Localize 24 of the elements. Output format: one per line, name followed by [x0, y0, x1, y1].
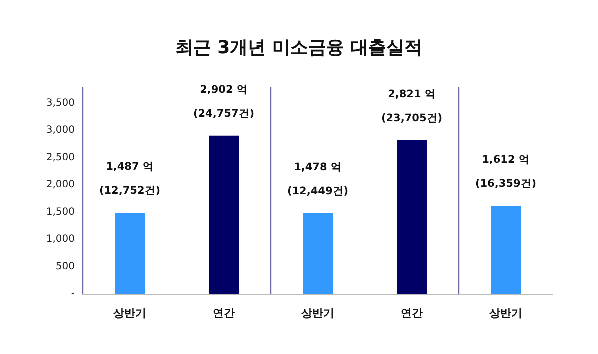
bar — [303, 213, 333, 294]
y-tick-label: - — [71, 288, 76, 300]
bar — [491, 206, 521, 294]
y-tick-label: 500 — [56, 261, 75, 272]
bar — [209, 136, 239, 294]
data-label: 2,902 억 (24,757건) — [193, 84, 255, 120]
y-tick-label: 3,500 — [46, 98, 75, 109]
x-tick-label: 상반기 — [490, 307, 522, 320]
x-tick-label: 상반기 — [114, 307, 146, 320]
y-tick-label: 2,500 — [46, 152, 75, 164]
bar — [397, 140, 427, 294]
bar — [115, 213, 145, 294]
data-label: 1,487 억 (12,752건) — [99, 161, 161, 197]
x-tick-label: 상반기 — [302, 307, 334, 320]
y-tick-label: 3,000 — [46, 125, 75, 136]
data-label: 1,478 억 (12,449건) — [287, 161, 349, 198]
y-tick-label: 1,000 — [46, 234, 75, 246]
data-label: 2,821 억 (23,705건) — [381, 88, 443, 124]
data-label: 1,612 억 (16,359건) — [475, 154, 537, 190]
y-tick-label: 1,500 — [46, 206, 75, 218]
y-tick-label: 2,000 — [46, 180, 75, 191]
x-tick-label: 연간 — [401, 307, 423, 320]
x-tick-label: 연간 — [213, 307, 235, 320]
chart-title: 최근 3개년 미소금융 대출실적 — [175, 38, 423, 58]
